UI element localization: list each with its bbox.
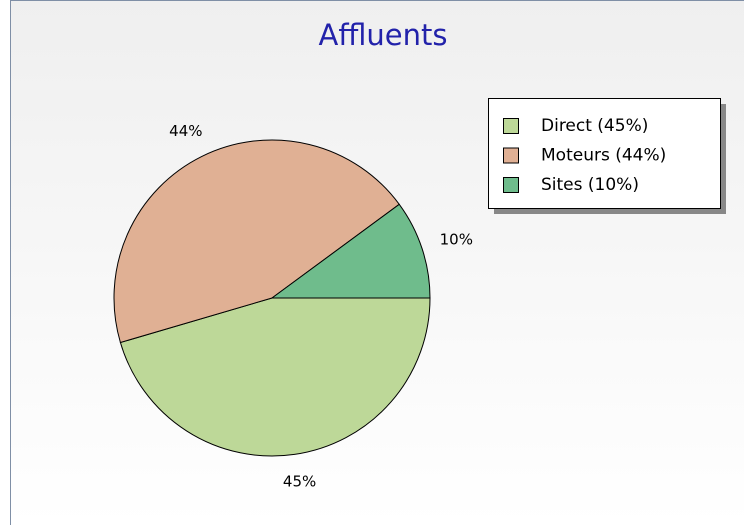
legend-label: Moteurs (44%) (541, 146, 666, 166)
slice-label: 10% (440, 230, 473, 248)
legend-swatch (503, 177, 519, 193)
slice-label: 44% (169, 122, 202, 140)
pie-slice (270, 203, 431, 299)
pie-slice (113, 139, 400, 344)
legend-swatch (503, 118, 519, 134)
chart-title: Affluents (319, 18, 448, 52)
pie-slice (119, 297, 431, 457)
legend-swatch (503, 147, 519, 164)
legend-label: Direct (45%) (541, 116, 648, 136)
legend-label: Sites (10%) (541, 175, 639, 195)
slice-label: 45% (283, 473, 316, 491)
legend (488, 98, 721, 209)
